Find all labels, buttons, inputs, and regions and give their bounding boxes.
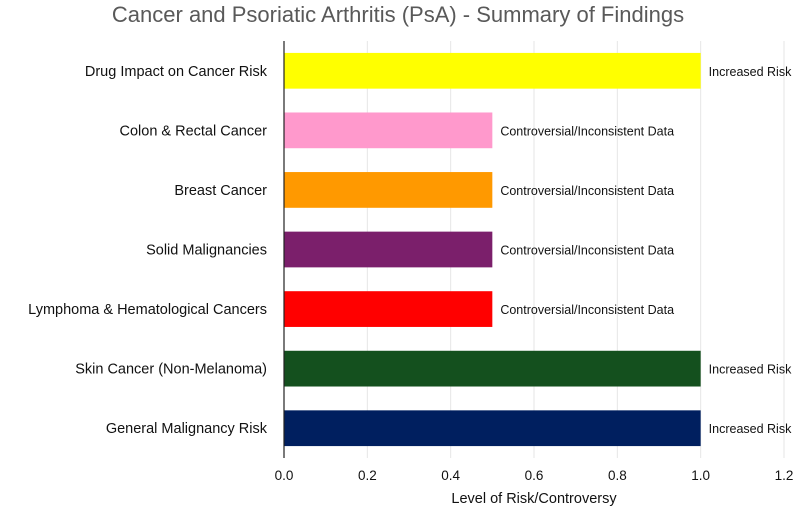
category-label: Skin Cancer (Non-Melanoma) <box>75 362 267 378</box>
bar <box>284 52 701 89</box>
category-label: Breast Cancer <box>174 183 267 199</box>
bar <box>284 350 701 387</box>
category-label: Lymphoma & Hematological Cancers <box>28 302 267 318</box>
bar <box>284 112 493 149</box>
x-tick-label: 0.4 <box>441 468 460 483</box>
category-label: Colon & Rectal Cancer <box>120 123 268 139</box>
data-label: Controversial/Inconsistent Data <box>500 184 674 198</box>
bars-layer <box>284 52 701 447</box>
data-labels: Increased Risk Controversial/Inconsistent… <box>500 65 792 436</box>
data-label: Increased Risk <box>709 422 792 436</box>
data-label: Increased Risk <box>709 65 792 79</box>
x-tick-labels: 0.0 0.2 0.4 0.6 0.8 1.0 1.2 <box>275 468 794 483</box>
bar <box>284 410 701 447</box>
x-tick-label: 0.6 <box>525 468 544 483</box>
category-label: Solid Malignancies <box>146 243 267 259</box>
x-tick-label: 0.8 <box>608 468 627 483</box>
data-label: Controversial/Inconsistent Data <box>500 303 674 317</box>
bar <box>284 231 493 268</box>
data-label: Increased Risk <box>709 363 792 377</box>
bar <box>284 291 493 327</box>
x-axis-label: Level of Risk/Controversy <box>451 491 617 507</box>
category-label: General Malignancy Risk <box>106 421 268 437</box>
category-labels: Drug Impact on Cancer Risk Colon & Rectal… <box>28 64 268 437</box>
x-tick-label: 0.2 <box>358 468 377 483</box>
grid-layer <box>366 41 785 458</box>
category-label: Drug Impact on Cancer Risk <box>85 64 268 80</box>
data-label: Controversial/Inconsistent Data <box>500 124 674 138</box>
x-tick-label: 1.0 <box>691 468 710 483</box>
x-tick-label: 0.0 <box>275 468 294 483</box>
data-label: Controversial/Inconsistent Data <box>500 244 674 258</box>
bar <box>284 172 493 208</box>
chart-title: Cancer and Psoriatic Arthritis (PsA) - S… <box>112 2 684 27</box>
x-tick-label: 1.2 <box>775 468 794 483</box>
